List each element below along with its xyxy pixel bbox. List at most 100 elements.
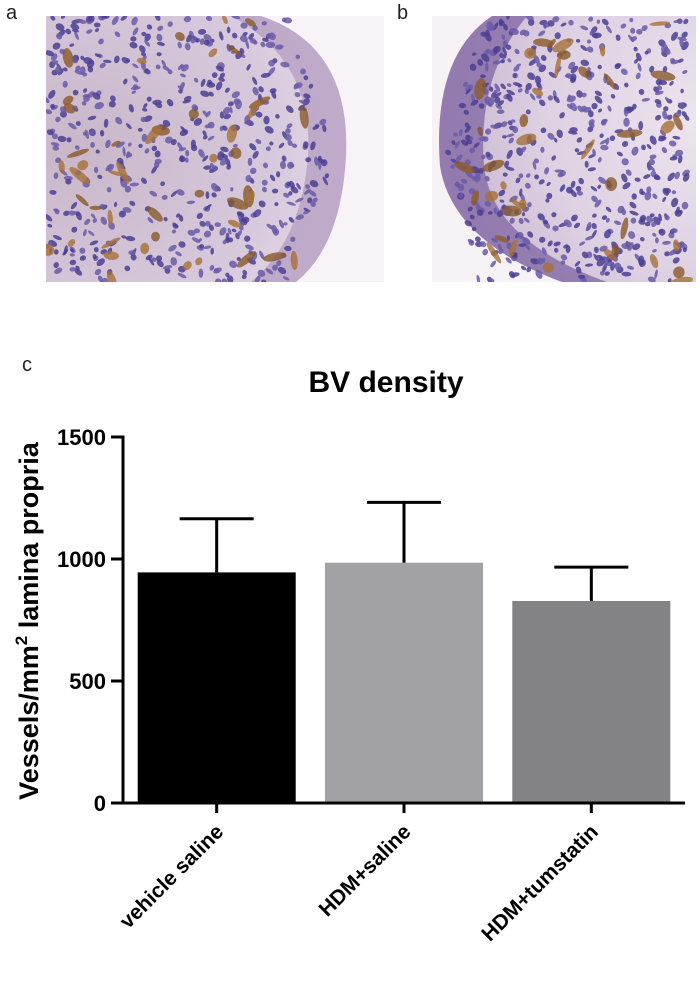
nucleus	[322, 176, 329, 186]
vessel-stain	[247, 190, 255, 203]
nucleus	[219, 111, 224, 119]
nucleus	[319, 118, 327, 126]
nucleus	[638, 255, 645, 266]
nucleus	[286, 201, 296, 206]
nucleus	[149, 190, 158, 197]
nucleus	[211, 165, 219, 171]
nucleus	[107, 164, 115, 172]
nucleus	[509, 27, 519, 36]
nucleus	[227, 227, 232, 235]
nucleus	[505, 166, 515, 171]
nucleus	[275, 44, 284, 50]
nucleus	[489, 86, 494, 92]
nucleus	[621, 158, 629, 166]
nucleus	[219, 158, 228, 166]
nucleus	[276, 260, 282, 267]
nucleus	[60, 110, 67, 118]
nucleus	[505, 257, 512, 264]
nucleus	[674, 171, 681, 180]
vessel-stain	[63, 103, 76, 114]
nucleus	[485, 128, 492, 135]
nucleus	[75, 211, 82, 221]
nucleus	[646, 144, 652, 150]
nucleus	[519, 29, 526, 36]
nucleus	[97, 174, 103, 179]
nucleus	[185, 157, 189, 163]
nucleus	[124, 265, 131, 272]
vessel-stain	[62, 95, 74, 106]
nucleus	[202, 110, 208, 116]
x-tick-label-2: HDM+saline	[315, 820, 416, 921]
nucleus	[81, 101, 87, 106]
nucleus	[588, 119, 595, 126]
vessel-stain	[226, 124, 238, 143]
vessel-stain	[230, 147, 242, 159]
nucleus	[526, 173, 531, 178]
panel-c-label: c	[22, 354, 32, 376]
nucleus	[575, 266, 582, 274]
nucleus	[131, 90, 137, 95]
nucleus	[534, 174, 540, 180]
nucleus	[469, 147, 476, 154]
nucleus	[663, 106, 669, 112]
nucleus	[287, 161, 294, 169]
nucleus	[664, 251, 670, 257]
nucleus	[677, 58, 684, 63]
nucleus	[507, 120, 513, 126]
nucleus	[501, 34, 506, 41]
nucleus	[144, 33, 151, 42]
nucleus	[506, 89, 515, 96]
nucleus	[578, 177, 585, 185]
nucleus	[245, 39, 250, 50]
nucleus	[644, 221, 651, 227]
nucleus	[46, 109, 53, 115]
nucleus	[576, 190, 584, 196]
nucleus	[268, 59, 275, 67]
vessel-stain	[106, 270, 118, 282]
nucleus	[148, 257, 155, 266]
nucleus	[69, 267, 76, 272]
nucleus	[113, 201, 118, 208]
nucleus	[167, 21, 173, 27]
nucleus	[463, 81, 468, 87]
nucleus	[450, 164, 455, 169]
nucleus	[86, 20, 92, 25]
vessel-stain	[471, 190, 480, 206]
nucleus	[60, 16, 66, 19]
nucleus	[674, 209, 682, 217]
nucleus	[154, 16, 161, 21]
nucleus	[506, 133, 515, 138]
nucleus	[596, 254, 603, 259]
nucleus	[122, 146, 126, 157]
nucleus	[56, 33, 63, 40]
nucleus	[285, 128, 291, 134]
vessel-stain	[195, 257, 203, 266]
vessel-stain	[518, 199, 527, 209]
nucleus	[217, 151, 225, 161]
nucleus	[566, 95, 576, 103]
nucleus	[218, 77, 225, 82]
nucleus	[284, 245, 292, 252]
nucleus	[539, 99, 546, 107]
nucleus	[178, 241, 186, 248]
nucleus	[533, 55, 540, 64]
nucleus	[506, 149, 513, 159]
nucleus	[309, 180, 319, 188]
nucleus	[274, 202, 279, 207]
nucleus	[464, 126, 472, 133]
nucleus	[575, 38, 581, 43]
nucleus	[140, 177, 148, 184]
nucleus	[502, 46, 508, 56]
nucleus	[115, 141, 125, 148]
nucleus	[178, 214, 184, 222]
nucleus	[155, 64, 161, 70]
vessel-stain	[66, 148, 90, 158]
nucleus	[303, 188, 311, 195]
nucleus	[129, 182, 140, 187]
nucleus	[82, 72, 88, 77]
nucleus	[89, 240, 99, 246]
nucleus	[231, 228, 237, 233]
nucleus	[249, 38, 257, 44]
panel-a-label: a	[6, 2, 18, 24]
nucleus	[230, 16, 241, 20]
